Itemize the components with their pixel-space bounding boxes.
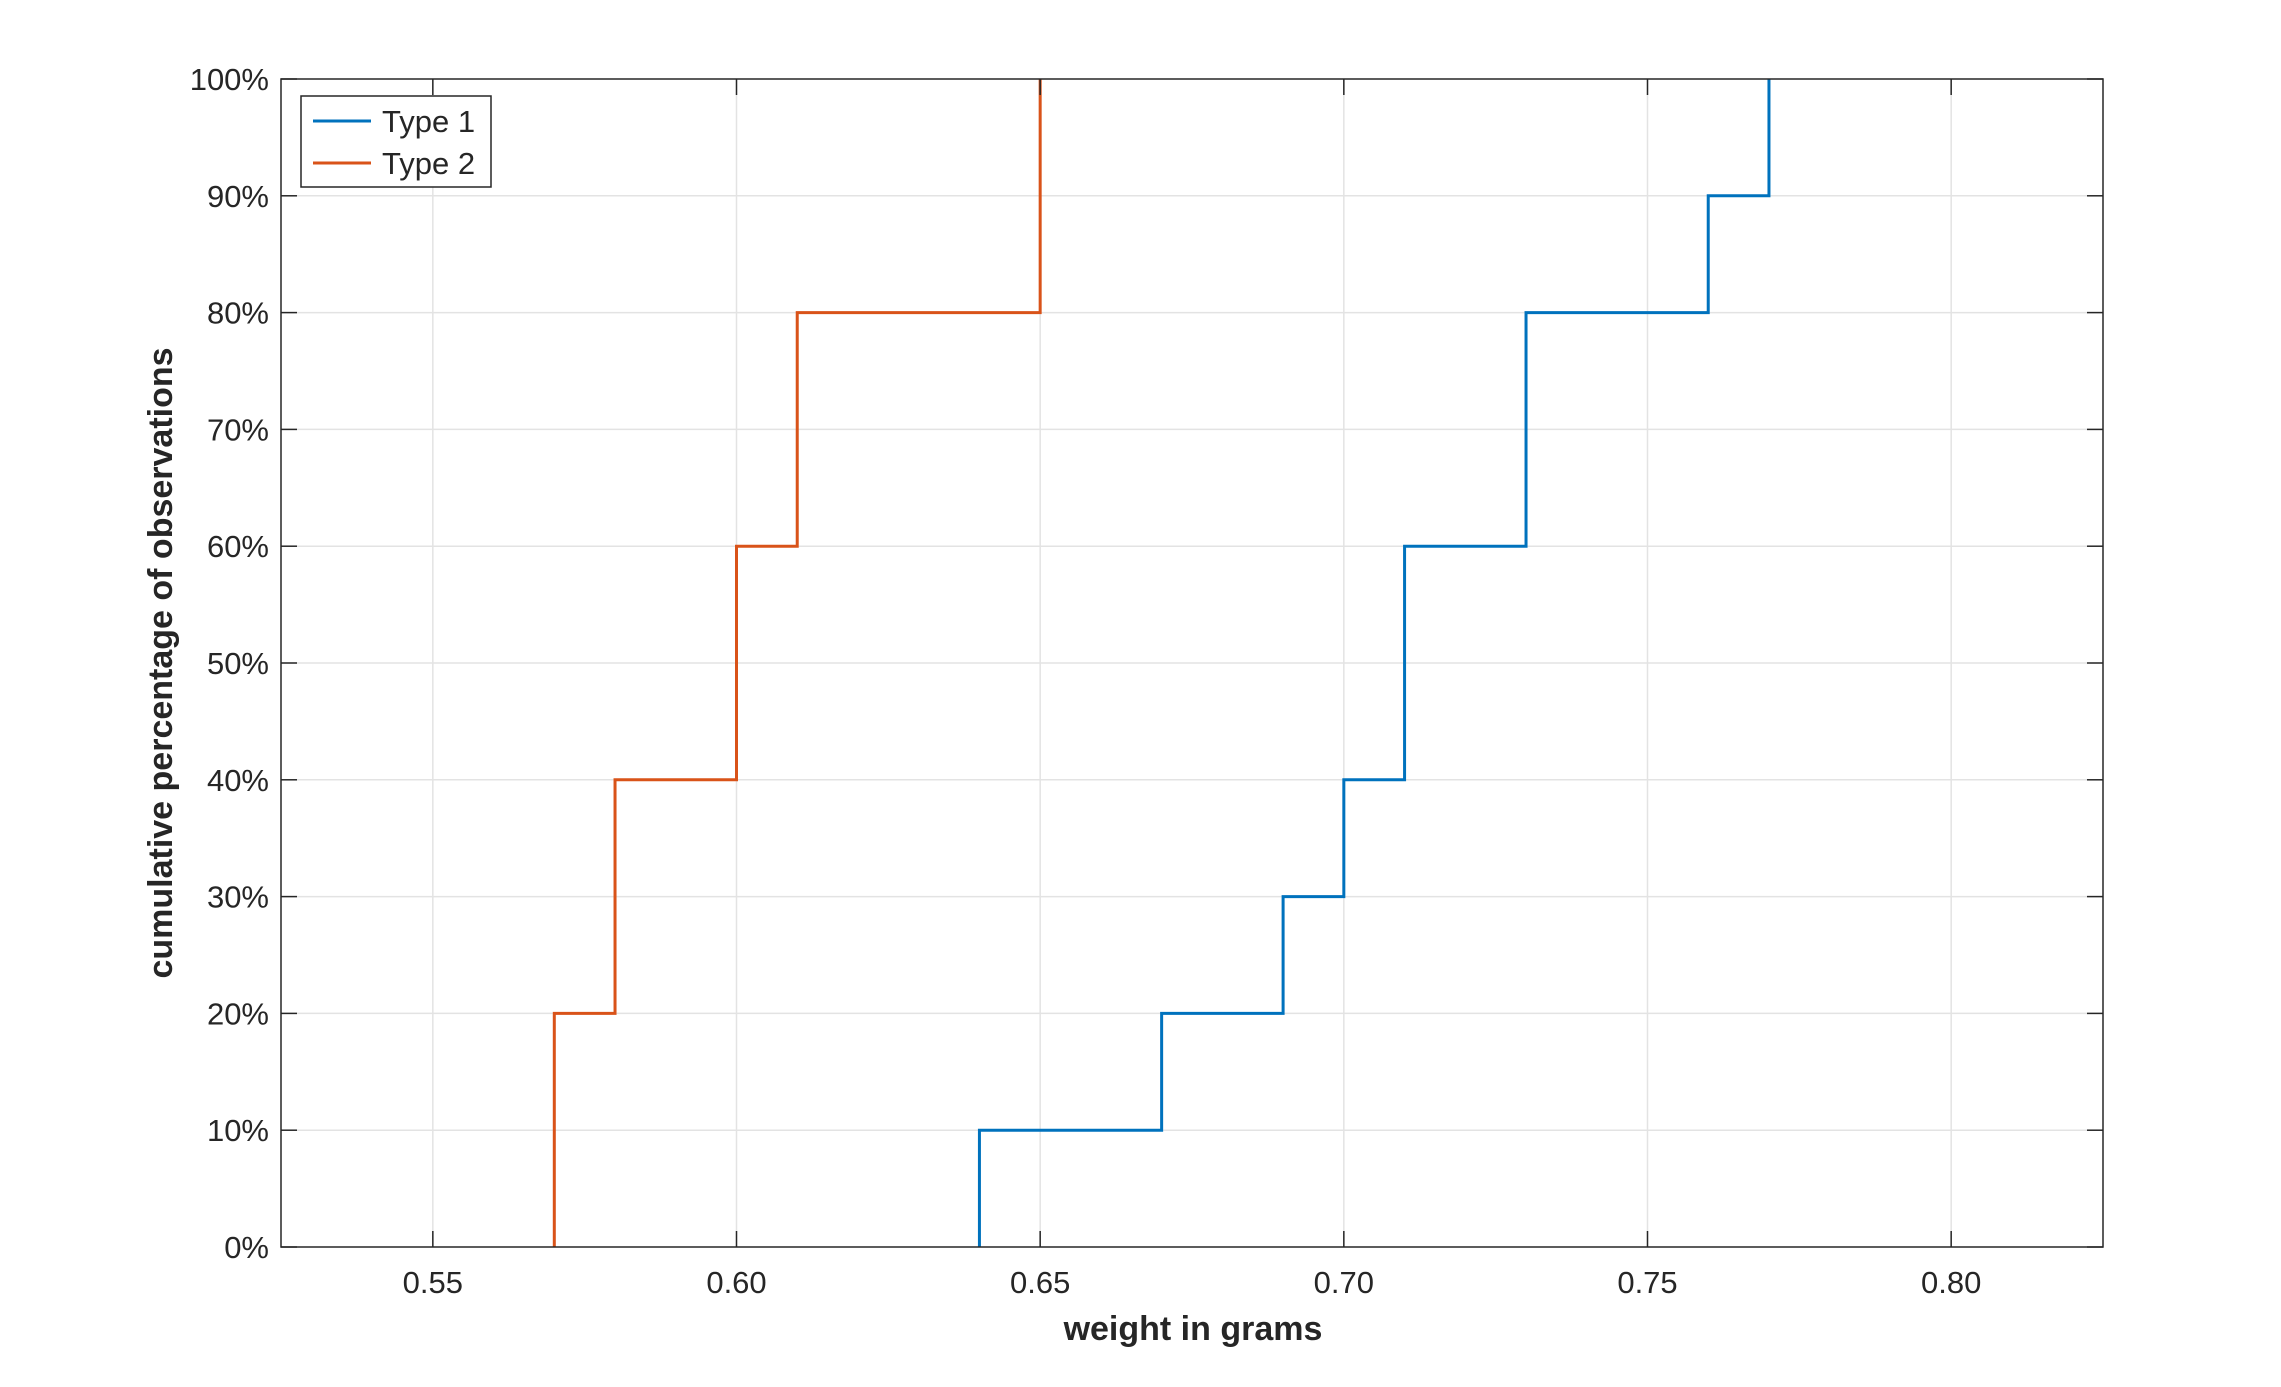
x-tick-label: 0.65 — [1010, 1265, 1070, 1300]
y-tick-label: 10% — [207, 1113, 269, 1148]
legend: Type 1 Type 2 — [300, 95, 492, 188]
y-tick-label: 80% — [207, 296, 269, 331]
x-tick-labels: 0.55 0.60 0.65 0.70 0.75 0.80 — [403, 1265, 1982, 1300]
y-tick-label: 30% — [207, 880, 269, 915]
x-tick-label: 0.60 — [706, 1265, 766, 1300]
series-line-type-2 — [552, 79, 1042, 1247]
y-axis-label: cumulative percentage of observations — [142, 347, 180, 978]
y-tick-label: 90% — [207, 179, 269, 214]
x-axis-label: weight in grams — [1063, 1310, 1323, 1348]
y-tick-label: 100% — [190, 62, 269, 97]
x-tick-label: 0.75 — [1617, 1265, 1677, 1300]
series-layer — [552, 79, 1771, 1247]
series-line-type-1 — [977, 79, 1771, 1247]
ticks — [281, 78, 2103, 1248]
x-tick-label: 0.80 — [1921, 1265, 1981, 1300]
y-tick-label: 50% — [207, 646, 269, 681]
y-tick-label: 40% — [207, 763, 269, 798]
legend-box — [300, 95, 492, 188]
y-tick-label: 20% — [207, 996, 269, 1031]
x-tick-label: 0.70 — [1314, 1265, 1374, 1300]
y-tick-label: 70% — [207, 412, 269, 447]
legend-label-type-2: Type 2 — [382, 146, 475, 181]
y-tick-labels: 0% 10% 20% 30% 40% 50% 60% 70% 80% 90% 100% — [190, 62, 269, 1265]
x-tick-label: 0.55 — [403, 1265, 463, 1300]
y-tick-label: 60% — [207, 529, 269, 564]
y-tick-label: 0% — [224, 1230, 269, 1265]
legend-label-type-1: Type 1 — [382, 104, 475, 139]
